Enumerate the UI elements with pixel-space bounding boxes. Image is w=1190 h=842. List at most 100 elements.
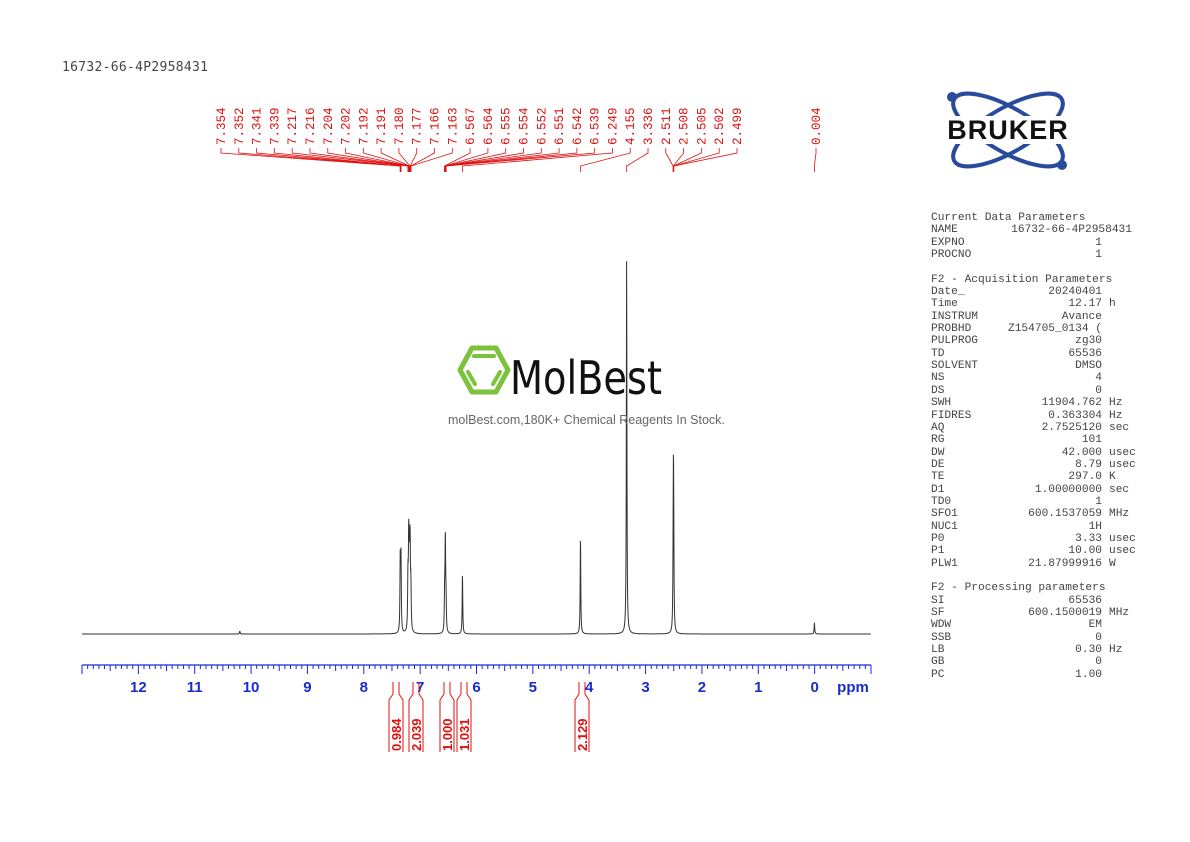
peak-label-leader [291,148,409,172]
peak-label: 6.542 [571,107,585,145]
param-key: PLW1 [931,557,958,570]
param-value: Z154705_0134 ( [1008,323,1102,336]
peak-label-leader [462,148,613,172]
peak-label-leader [238,148,401,172]
peak-label: 7.341 [251,107,265,145]
param-row: DS 0 [931,385,1161,397]
param-key: Time [931,298,958,311]
param-key: PULPROG [931,335,978,348]
param-row: FIDRES 0.363304 Hz [931,410,1161,422]
param-value: DMSO [1075,360,1102,373]
param-value: zg30 [1075,335,1102,348]
peak-label-leader [444,148,489,172]
param-section-title: F2 - Processing parameters [931,582,1106,595]
param-value: 16732-66-4P2958431 [1011,224,1132,237]
peak-label: 6.555 [500,107,514,145]
peak-label-leader [626,148,649,172]
spectrum-trace [82,261,871,635]
param-key: PC [931,668,945,681]
param-unit: MHz [1109,607,1130,619]
peak-label-leader [444,148,471,172]
param-value: 297.0 [1068,471,1102,484]
param-row: P0 3.33 usec [931,533,1161,545]
sample-title: 16732-66-4P2958431 [62,60,209,75]
param-row: SOLVENT DMSO [931,360,1161,372]
integral-bracket [439,682,455,752]
param-value: 20240401 [1048,286,1102,299]
param-row: SWH 11904.762 Hz [931,397,1161,409]
integral-value: 2.039 [409,718,424,751]
param-row: INSTRUM Avance [931,311,1161,323]
param-unit: usec [1109,545,1136,558]
param-key: PROBHD [931,323,972,336]
param-value: 0.363304 [1048,409,1102,422]
integral-bracket [456,682,472,752]
param-value: 1 [1095,249,1102,262]
param-row: PLW1 21.87999916 W [931,558,1161,570]
param-row: LB 0.30 Hz [931,644,1161,656]
peak-label: 7.163 [446,107,460,145]
peak-label: 7.339 [268,107,282,145]
param-value: 11904.762 [1041,397,1102,410]
param-key: DS [931,384,945,397]
peak-label: 7.191 [375,107,389,145]
peak-label-leader [445,148,596,172]
param-row: SF 600.1500019 MHz [931,607,1161,619]
param-key: SFO1 [931,508,958,521]
param-row: TD 65536 [931,348,1161,360]
param-value: 101 [1081,434,1102,447]
acquisition-parameters-panel: Current Data Parameters NAME 16732-66-4P29… [931,212,1161,681]
param-key: SOLVENT [931,360,978,373]
param-unit: h [1109,298,1116,311]
param-value: 1.00000000 [1034,483,1102,496]
param-key: SSB [931,631,952,644]
param-section-title: Current Data Parameters [931,212,1086,224]
param-value: 600.1500019 [1028,607,1102,619]
param-value: 2.7525120 [1041,421,1102,434]
integral-bracket [574,682,590,752]
param-row: PC 1.00 [931,669,1161,681]
param-row: NS 4 [931,372,1161,384]
param-value: 65536 [1068,347,1102,360]
bruker-logo: BRUKER [925,91,1091,170]
integral-value: 1.031 [457,718,472,751]
param-value: 0 [1095,656,1102,669]
param-row: NAME 16732-66-4P2958431 [931,224,1161,236]
peak-label-leader [273,148,402,172]
param-value: 600.1537059 [1028,508,1102,521]
molbest-logo: MolBest [457,345,662,405]
param-row: SSB 0 [931,632,1161,644]
param-key: GB [931,656,945,669]
molbest-watermark: MolBest molBest.com,180K+ Chemical Reage… [448,340,748,427]
param-key: D1 [931,483,945,496]
peak-label-leader [409,148,418,172]
param-key: NUC1 [931,520,958,533]
peak-label: 4.155 [624,107,638,145]
param-value: EM [1088,619,1102,632]
peak-label: 0.004 [810,107,824,145]
peak-label: 7.216 [304,107,318,145]
param-unit: Hz [1109,644,1123,657]
watermark-tagline: molBest.com,180K+ Chemical Reagents In S… [448,413,725,427]
param-key: TD [931,347,945,360]
param-key: WDW [931,619,952,632]
param-row: GB 0 [931,656,1161,668]
param-unit: K [1109,471,1116,484]
param-row: EXPNO 1 [931,237,1161,249]
peak-label: 7.352 [233,107,247,145]
param-row: PROCNO 1 [931,249,1161,261]
peak-label: 7.204 [322,107,336,145]
peak-label: 7.217 [286,107,300,145]
param-row: Date_ 20240401 [931,286,1161,298]
param-row: WDW EM [931,619,1161,631]
param-unit: MHz [1109,508,1130,521]
axis-unit-label: ppm [837,679,869,696]
param-row: NUC1 1H [931,521,1161,533]
param-unit: Hz [1109,397,1123,410]
param-value: 1 [1095,236,1102,249]
tick-label: 11 [187,679,203,696]
param-key: DE [931,458,945,471]
peak-label-leader [580,148,631,172]
peak-label-leader [814,148,817,172]
